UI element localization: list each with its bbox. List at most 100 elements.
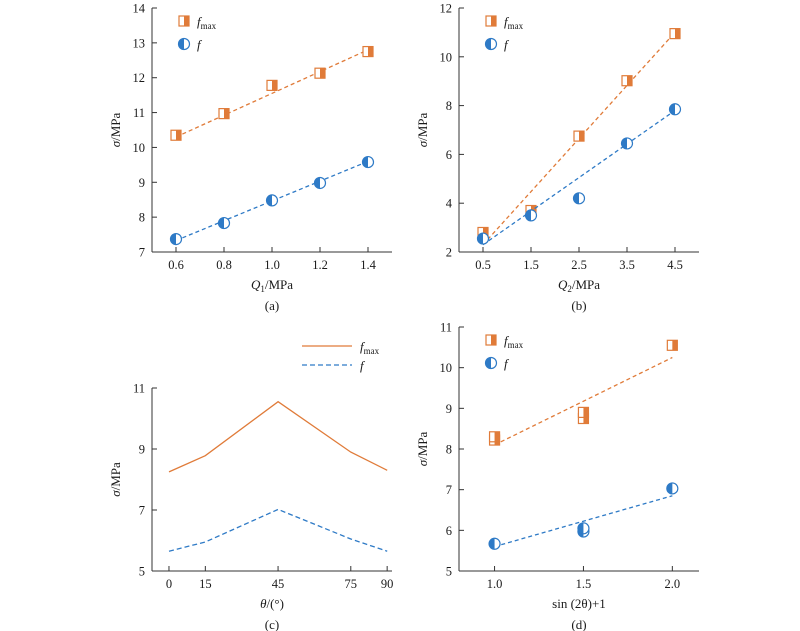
- data-point-f-fill: [266, 194, 272, 206]
- x-tick-label-d: 1.5: [576, 577, 592, 591]
- fit-line-fmax: [494, 356, 673, 446]
- x-tick-label-a: 1.4: [360, 258, 376, 272]
- x-tick-label-d: 2.0: [665, 577, 681, 591]
- x-tick-label-c: 90: [381, 577, 394, 591]
- data-point-fmax-fill: [579, 131, 584, 142]
- data-point-f-fill: [666, 482, 673, 494]
- panel-d: 5 6 7 8 9 10 11 1.0 1.5 2.0 σ/MPa sin (2θ)+1 (d) fmax…: [415, 321, 699, 631]
- legend-f-marker-fill: [178, 38, 184, 50]
- x-tick-label-a: 0.8: [216, 258, 232, 272]
- x-tick-label-b: 1.5: [523, 258, 539, 272]
- y-tick-label-c: 9: [139, 443, 145, 457]
- y-tick-label-d: 11: [440, 321, 452, 335]
- caption-a: (a): [265, 298, 279, 313]
- data-point-f-fill: [621, 137, 627, 149]
- x-axis-label-c: θ/(°): [260, 596, 284, 611]
- y-axis-label-d: σ/MPa: [415, 431, 430, 466]
- x-tick-label-c: 15: [199, 577, 212, 591]
- x-tick-label-b: 4.5: [667, 258, 683, 272]
- legend-f-label: f: [360, 358, 366, 373]
- y-axis-label-b: σ/MPa: [415, 112, 430, 147]
- legend-f-label: f: [197, 37, 203, 52]
- data-point-fmax-fill: [272, 80, 277, 91]
- x-tick-label-a: 1.0: [264, 258, 280, 272]
- data-point-fmax-fill: [224, 108, 229, 119]
- data-point-f-fill: [314, 177, 320, 189]
- x-tick-label-a: 1.2: [312, 258, 328, 272]
- panel-c: 5 7 9 11 0 15 45 75 90 σ/MPa θ/(°) (c) fmax f: [108, 339, 393, 631]
- x-tick-label-c: 45: [272, 577, 285, 591]
- y-tick-label-b: 10: [440, 50, 453, 64]
- data-point-fmax-fill: [176, 130, 181, 141]
- legend-f-label: f: [504, 356, 510, 371]
- x-axis-label-d: sin (2θ)+1: [552, 596, 606, 611]
- x-tick-label-b: 0.5: [475, 258, 491, 272]
- y-tick-label-b: 6: [446, 148, 452, 162]
- data-point-f-fill: [362, 156, 368, 168]
- data-point-f-fill: [489, 538, 495, 550]
- data-point-fmax-fill: [675, 28, 680, 39]
- data-point-fmax-fill: [583, 407, 589, 418]
- caption-d: (d): [571, 617, 586, 631]
- data-point-fmax-fill: [672, 340, 678, 351]
- x-tick-label-b: 3.5: [619, 258, 635, 272]
- panel-b: 2 4 6 8 10 12 0.5 1.5 2.5 3.5 4.5 σ/MPa Q2/MPa (b) fma…: [415, 2, 699, 313]
- y-tick-label-a: 14: [133, 2, 146, 16]
- y-tick-label-d: 10: [440, 361, 453, 375]
- x-axis-label-a: Q1/MPa: [251, 277, 293, 294]
- y-tick-label-a: 7: [139, 246, 145, 260]
- y-tick-label-c: 11: [133, 382, 145, 396]
- legend-fmax-label: fmax: [504, 333, 524, 350]
- y-tick-label-c: 5: [139, 565, 145, 579]
- y-axis-label-c: σ/MPa: [108, 462, 123, 497]
- legend-fmax-marker-fill: [491, 335, 496, 345]
- y-tick-label-d: 6: [446, 524, 452, 538]
- y-tick-label-b: 12: [440, 2, 453, 16]
- y-tick-label-d: 5: [446, 565, 452, 579]
- fit-line-fmax: [175, 49, 369, 138]
- data-point-fmax-fill: [627, 75, 632, 86]
- series-line-fmax: [168, 400, 388, 473]
- data-point-fmax-fill: [320, 68, 325, 79]
- y-tick-label-a: 9: [139, 176, 145, 190]
- data-point-f-fill: [669, 103, 675, 115]
- legend-fmax-label: fmax: [360, 339, 380, 356]
- y-tick-label-d: 9: [446, 402, 452, 416]
- y-axis-label-a: σ/MPa: [108, 112, 123, 147]
- data-point-fmax-fill: [368, 46, 373, 57]
- panel-a: 7 8 9 10 11 12 13 14 0.6 0.8 1.0 1.2 1.4 σ/MPa Q1/MPa (…: [108, 2, 392, 313]
- data-point-fmax-fill: [494, 431, 500, 442]
- legend-f-marker-fill: [485, 357, 491, 369]
- x-tick-label-a: 0.6: [168, 258, 184, 272]
- data-point-f-fill: [170, 233, 176, 245]
- caption-b: (b): [571, 298, 586, 313]
- y-tick-label-d: 7: [446, 483, 452, 497]
- legend-f-marker-fill: [485, 38, 491, 50]
- data-point-f-fill: [577, 522, 584, 534]
- y-tick-label-b: 4: [446, 197, 453, 211]
- legend-fmax-marker-fill: [184, 16, 189, 26]
- legend-f-label: f: [504, 37, 510, 52]
- y-tick-label-a: 10: [133, 141, 146, 155]
- data-point-f-fill: [525, 209, 531, 221]
- y-tick-label-a: 11: [133, 106, 145, 120]
- data-point-f-fill: [477, 233, 483, 245]
- y-tick-label-a: 12: [133, 71, 146, 85]
- y-tick-label-d: 8: [446, 443, 452, 457]
- y-tick-label-b: 8: [446, 99, 452, 113]
- x-tick-label-b: 2.5: [571, 258, 587, 272]
- series-line-f: [168, 508, 388, 552]
- x-tick-label-d: 1.0: [487, 577, 503, 591]
- legend-fmax-label: fmax: [504, 14, 524, 31]
- legend-fmax-label: fmax: [197, 14, 217, 31]
- data-point-fmax-fill: [583, 413, 589, 424]
- x-tick-label-c: 75: [345, 577, 358, 591]
- x-tick-label-c: 0: [166, 577, 172, 591]
- caption-c: (c): [265, 617, 279, 631]
- legend-fmax-marker-fill: [491, 16, 496, 26]
- y-tick-label-a: 8: [139, 211, 145, 225]
- y-tick-label-b: 2: [446, 246, 452, 260]
- data-point-fmax-fill: [483, 227, 488, 238]
- data-point-f-fill: [573, 192, 579, 204]
